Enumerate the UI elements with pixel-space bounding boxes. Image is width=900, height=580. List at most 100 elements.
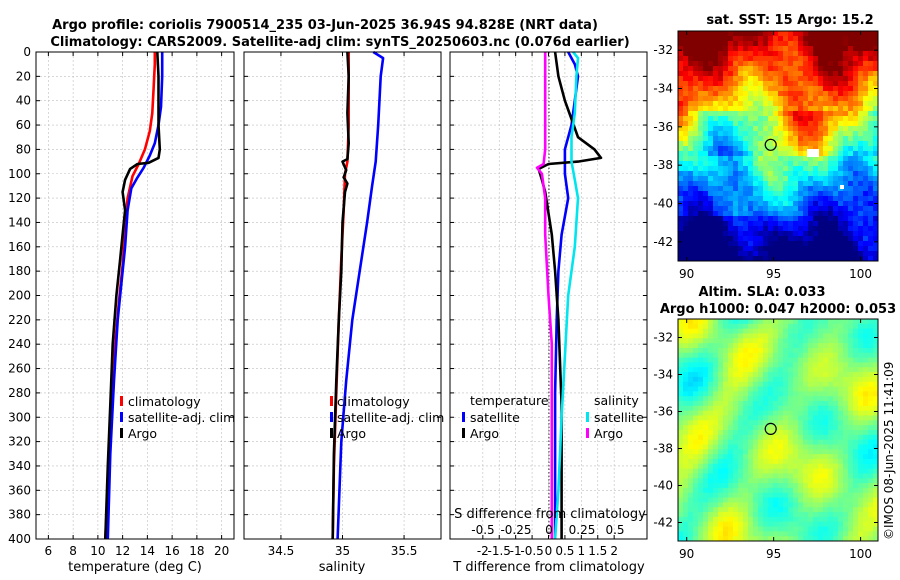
heatmap-cell xyxy=(723,444,729,450)
heatmap-cell xyxy=(718,206,724,212)
heatmap-cell xyxy=(863,352,869,359)
heatmap-cell xyxy=(688,396,694,402)
heatmap-cell xyxy=(768,111,774,117)
heatmap-cell xyxy=(753,516,759,523)
heatmap-cell xyxy=(833,381,839,388)
heatmap-cell xyxy=(778,512,784,518)
heatmap-cell xyxy=(798,376,804,383)
heatmap-cell xyxy=(703,126,709,132)
heatmap-cell xyxy=(683,46,689,52)
heatmap-cell xyxy=(798,386,804,392)
heatmap-cell xyxy=(808,449,814,455)
heatmap-cell xyxy=(688,521,694,528)
heatmap-cell xyxy=(703,216,709,222)
heatmap-cell xyxy=(848,425,854,431)
heatmap-cell xyxy=(848,251,854,257)
heatmap-cell xyxy=(728,367,734,373)
heatmap-cell xyxy=(868,357,874,363)
heatmap-cell xyxy=(678,492,684,499)
heatmap-cell xyxy=(818,231,824,237)
heatmap-cell xyxy=(853,420,859,426)
heatmap-cell xyxy=(678,323,684,330)
heatmap-cell xyxy=(813,91,819,97)
heatmap-cell xyxy=(843,226,849,232)
heatmap-cell xyxy=(778,141,784,147)
heatmap-cell xyxy=(718,391,724,397)
heatmap-cell xyxy=(748,36,754,42)
heatmap-cell xyxy=(778,221,784,227)
heatmap-cell xyxy=(813,226,819,232)
depth-tick-label: 60 xyxy=(16,118,31,132)
heatmap-cell xyxy=(703,101,709,107)
heatmap-cell xyxy=(808,256,814,262)
heatmap-cell xyxy=(733,536,739,542)
imos-watermark: ©IMOS 08-Jun-2025 11:41:09 xyxy=(882,362,896,540)
heatmap-cell xyxy=(783,96,789,102)
heatmap-cell xyxy=(763,111,769,117)
heatmap-cell xyxy=(838,146,844,152)
heatmap-cell xyxy=(733,161,739,167)
heatmap-cell xyxy=(848,458,854,465)
heatmap-cell xyxy=(813,146,819,152)
heatmap-cell xyxy=(798,256,804,262)
heatmap-cell xyxy=(853,531,859,537)
heatmap-cell xyxy=(743,338,749,344)
heatmap-cell xyxy=(738,246,744,252)
heatmap-cell xyxy=(773,121,779,127)
heatmap-cell xyxy=(808,136,814,142)
heatmap-cell xyxy=(843,439,849,445)
heatmap-cell xyxy=(848,96,854,102)
heatmap-cell xyxy=(858,449,864,455)
heatmap-cell xyxy=(818,196,824,202)
heatmap-cell xyxy=(823,420,829,426)
heatmap-cell xyxy=(873,444,879,450)
heatmap-cell xyxy=(693,151,699,157)
heatmap-cell xyxy=(853,176,859,182)
heatmap-cell xyxy=(813,246,819,252)
heatmap-cell xyxy=(773,191,779,197)
heatmap-cell xyxy=(853,497,859,503)
heatmap-cell xyxy=(718,166,724,172)
heatmap-cell xyxy=(723,166,729,172)
heatmap-cell xyxy=(853,221,859,227)
heatmap-cell xyxy=(823,439,829,445)
heatmap-cell xyxy=(803,434,809,441)
heatmap-cell xyxy=(758,246,764,252)
heatmap-cell xyxy=(863,106,869,112)
heatmap-cell xyxy=(798,141,804,147)
heatmap-cell xyxy=(868,536,874,542)
heatmap-cell xyxy=(718,116,724,122)
heatmap-cell xyxy=(843,415,849,421)
heatmap-cell xyxy=(798,516,804,523)
heatmap-cell xyxy=(718,410,724,417)
heatmap-cell xyxy=(698,31,704,37)
heatmap-cell xyxy=(873,231,879,237)
heatmap-cell xyxy=(808,141,814,147)
heatmap-cell xyxy=(678,425,684,431)
heatmap-cell xyxy=(813,536,819,542)
heatmap-cell xyxy=(748,352,754,359)
heatmap-cell xyxy=(743,362,749,368)
heatmap-cell xyxy=(753,146,759,152)
heatmap-cell xyxy=(773,36,779,42)
heatmap-cell xyxy=(788,415,794,421)
heatmap-cell xyxy=(743,191,749,197)
heatmap-cell xyxy=(748,497,754,503)
heatmap-cell xyxy=(828,161,834,167)
heatmap-cell xyxy=(863,328,869,334)
heatmap-cell xyxy=(823,161,829,167)
heatmap-cell xyxy=(718,91,724,97)
heatmap-cell xyxy=(683,347,689,354)
heatmap-cell xyxy=(788,151,794,157)
heatmap-cell xyxy=(708,201,714,207)
heatmap-cell xyxy=(733,126,739,132)
heatmap-cell xyxy=(823,319,829,325)
heatmap-cell xyxy=(848,41,854,47)
heatmap-cell xyxy=(843,251,849,257)
heatmap-cell xyxy=(743,61,749,67)
heatmap-cell xyxy=(863,454,869,460)
heatmap-cell xyxy=(768,91,774,97)
heatmap-cell xyxy=(873,430,879,436)
heatmap-cell xyxy=(753,386,759,392)
heatmap-cell xyxy=(823,181,829,187)
